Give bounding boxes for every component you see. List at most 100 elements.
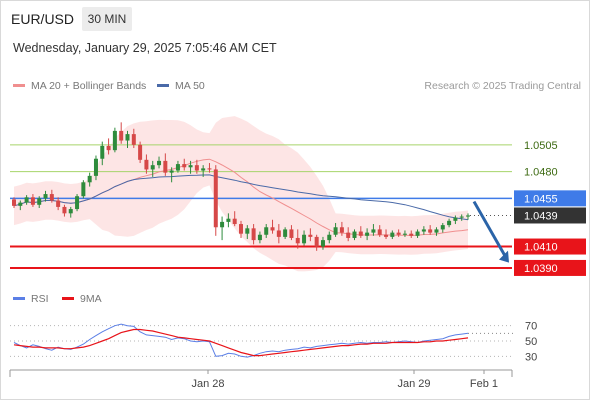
candle-body [18, 202, 23, 206]
candle-body [119, 130, 124, 141]
forecast-arrow-shaft [472, 200, 508, 259]
candle-body [377, 229, 382, 235]
candle-body [182, 164, 187, 168]
candle-body [314, 236, 319, 247]
forecast-arrow-head [499, 250, 509, 263]
rsi-tick-30: 30 [525, 351, 537, 363]
candle-body [163, 160, 168, 173]
candle-body [62, 206, 67, 214]
candle-body [409, 233, 414, 236]
ma9-label: 9MA [80, 293, 102, 305]
candle-body [346, 232, 351, 238]
candle-body [270, 227, 275, 231]
candle-body [125, 134, 130, 141]
legend-ma20: MA 20 + Bollinger Bands [13, 80, 146, 92]
ma9-swatch [62, 296, 74, 300]
current-price-label: 1.0439 [524, 210, 558, 222]
candle-body [308, 234, 313, 237]
candle-body [131, 134, 136, 145]
candle-body [188, 165, 193, 168]
candle-body [365, 232, 370, 236]
timeframe-button[interactable]: 30 MIN [82, 7, 132, 31]
candle-body [239, 224, 243, 234]
candle-body [93, 158, 98, 176]
candle-body [295, 237, 300, 244]
candle-body [201, 168, 206, 171]
candle-body [447, 220, 452, 226]
candle-body [100, 145, 105, 159]
ma50-line [13, 174, 469, 221]
level-label-1.0455: 1.0455 [524, 193, 558, 205]
candle-body [75, 196, 80, 210]
candle-body [390, 232, 395, 237]
candle-body [352, 231, 357, 238]
time-tick-label-2: Feb 1 [470, 378, 498, 390]
candle-body [251, 228, 256, 241]
candle-body [440, 225, 445, 230]
candle-body [428, 229, 433, 233]
rsi-swatch [13, 296, 25, 300]
candle-body [169, 170, 174, 173]
rsi-tick-50: 50 [525, 336, 537, 348]
candle-body [30, 197, 35, 205]
candle-body [226, 218, 231, 222]
ma50-swatch [157, 83, 169, 87]
candle-body [112, 130, 117, 151]
candle-body [207, 168, 212, 170]
candle-body [220, 221, 225, 228]
legend-ma50: MA 50 [157, 80, 205, 92]
candle-body [320, 240, 325, 247]
candle-body [283, 229, 288, 237]
candle-body [24, 197, 29, 203]
candle-body [289, 229, 294, 238]
candle-body [138, 144, 143, 160]
legend-9ma: 9MA [62, 293, 102, 305]
candle-body [264, 227, 269, 235]
candle-body [453, 217, 458, 221]
candle-body [232, 218, 237, 225]
candle-body [402, 233, 407, 235]
candle-body [257, 234, 262, 241]
time-tick-label-0: Jan 28 [191, 378, 224, 390]
rsi-ma-line [13, 328, 469, 357]
level-label-1.0480: 1.0480 [524, 167, 558, 179]
candle-body [213, 169, 218, 228]
candle-body [396, 232, 401, 235]
candle-body [12, 199, 16, 206]
candle-body [302, 234, 307, 244]
candle-body [37, 198, 42, 205]
level-label-1.0505: 1.0505 [524, 140, 558, 152]
candle-body [245, 228, 250, 234]
legend-rsi: RSI [13, 293, 49, 305]
time-tick-label-1: Jan 29 [397, 378, 430, 390]
datetime-label: Wednesday, January 29, 2025 7:05:46 AM C… [13, 41, 277, 55]
rsi-tick-70: 70 [525, 321, 537, 333]
candle-body [106, 145, 111, 151]
level-label-1.0410: 1.0410 [524, 242, 558, 254]
candle-body [68, 209, 73, 214]
candle-body [339, 227, 344, 233]
candle-body [43, 194, 48, 199]
ma20-swatch [13, 83, 25, 87]
candle-body [466, 215, 470, 217]
candle-body [87, 175, 92, 183]
candle-body [81, 182, 86, 197]
research-credit: Research © 2025 Trading Central [424, 80, 581, 92]
level-tag-1.0390 [514, 259, 586, 276]
candle-body [333, 227, 338, 235]
candle-body [434, 229, 439, 233]
candle-body [157, 160, 162, 166]
symbol-title: EUR/USD [11, 11, 75, 27]
candle-body [415, 231, 420, 236]
candle-body [358, 231, 363, 236]
candle-body [56, 200, 61, 207]
rsi-label: RSI [31, 293, 49, 305]
candle-body [384, 234, 389, 237]
candle-body [327, 234, 332, 241]
ma20-label: MA 20 + Bollinger Bands [31, 80, 147, 92]
candle-body [371, 229, 376, 233]
candle-body [459, 216, 464, 218]
current-price-tag [514, 207, 586, 224]
candle-body [421, 229, 426, 232]
